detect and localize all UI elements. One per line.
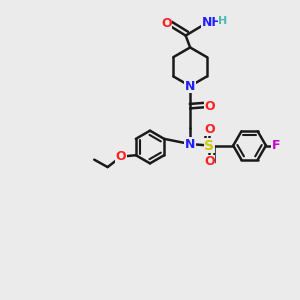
Text: NH: NH [202,16,223,29]
Text: S: S [204,139,214,152]
Text: N: N [185,80,195,93]
Text: F: F [272,139,280,152]
Text: O: O [161,17,172,30]
Text: O: O [204,155,215,168]
Text: O: O [204,100,215,113]
Text: N: N [185,138,195,151]
Text: O: O [116,150,126,163]
Text: O: O [204,123,215,136]
Text: H: H [218,16,227,26]
